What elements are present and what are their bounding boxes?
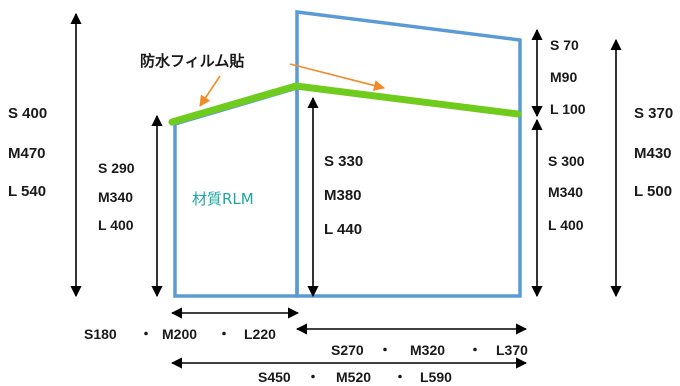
right-overall-height-s: S 370 — [634, 105, 673, 122]
width-left-sep2: ・ — [217, 326, 231, 342]
left-panel-height-l: L 400 — [98, 217, 134, 233]
right-top-gap-m: M90 — [550, 69, 577, 85]
right-overall-height-m: M430 — [634, 145, 672, 162]
left-overall-height-s: S 400 — [8, 105, 47, 122]
right-panel-height-s: S 300 — [548, 153, 585, 169]
material-label: 材質RLM — [192, 190, 254, 208]
film-callout-arrow-right — [289, 63, 386, 91]
width-right-m: M320 — [410, 342, 445, 358]
left-overall-height-l: L 540 — [8, 183, 46, 200]
width-total-sep1: ・ — [306, 369, 320, 385]
width-right-sep1: ・ — [378, 342, 392, 358]
width-total-m: M520 — [336, 369, 371, 385]
width-left-s: S180 — [84, 326, 117, 342]
left-panel-height-m: M340 — [98, 189, 133, 205]
center-height-s: S 330 — [324, 153, 363, 170]
center-height-l: L 440 — [324, 221, 362, 238]
right-panel-height-l: L 400 — [548, 217, 584, 233]
right-top-gap-l: L 100 — [550, 101, 586, 117]
width-total-l: L590 — [420, 369, 452, 385]
width-left-label: S180 ・ M200 ・ L220 — [84, 326, 276, 342]
width-total-s: S450 — [258, 369, 291, 385]
width-left-m: M200 — [162, 326, 197, 342]
width-right-s: S270 — [331, 342, 364, 358]
right-top-gap-s: S 70 — [550, 37, 579, 53]
width-left-l: L220 — [244, 326, 276, 342]
center-height-m: M380 — [324, 187, 362, 204]
width-left-sep1: ・ — [139, 326, 153, 342]
left-overall-height-m: M470 — [8, 145, 46, 162]
left-panel-height-s: S 290 — [98, 160, 135, 176]
waterproof-film-line — [168, 82, 522, 126]
width-right-l: L370 — [496, 342, 528, 358]
film-callout-arrow-left — [199, 75, 221, 107]
width-right-sep2: ・ — [468, 342, 482, 358]
right-panel-height-m: M340 — [548, 184, 583, 200]
width-total-sep2: ・ — [393, 369, 407, 385]
film-label: 防水フィルム貼 — [140, 52, 244, 70]
right-panel-outline — [295, 10, 522, 298]
right-overall-height-l: L 500 — [634, 183, 672, 200]
width-total-label: S450 ・ M520 ・ L590 — [258, 369, 452, 385]
width-right-label: S270 ・ M320 ・ L370 — [331, 342, 528, 358]
